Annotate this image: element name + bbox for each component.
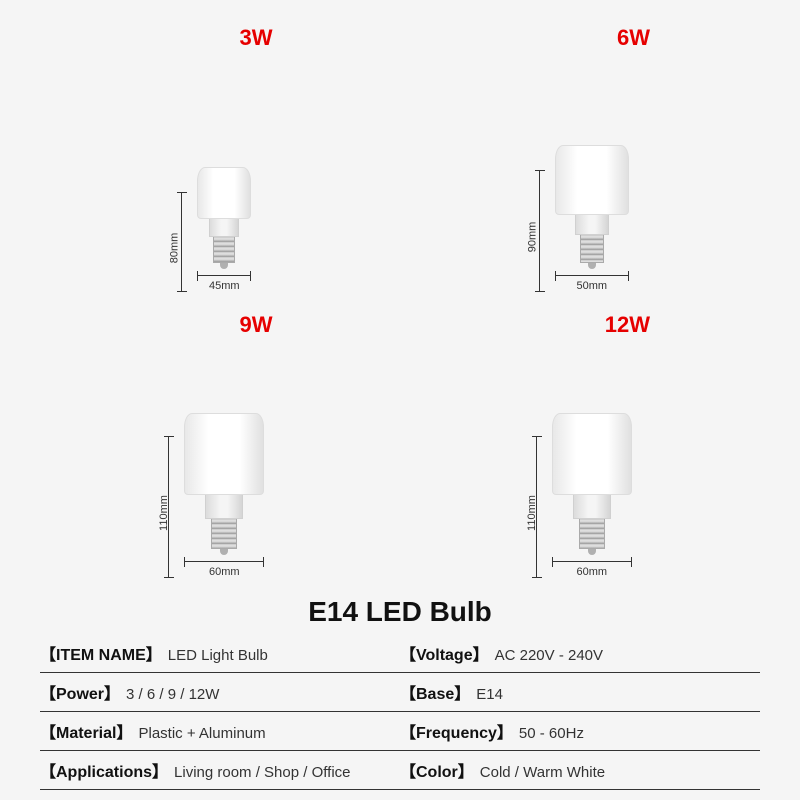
spec-key: 【Power】 <box>40 680 120 704</box>
width-label: 60mm <box>209 566 240 578</box>
spec-key: 【Color】 <box>400 758 474 782</box>
height-label: 110mm <box>526 495 538 531</box>
bulb-column: 60mm <box>184 413 264 578</box>
spec-value: Cold / Warm White <box>480 764 605 781</box>
spec-key: 【Voltage】 <box>400 641 489 665</box>
bulb-icon <box>555 145 629 269</box>
bulb-with-dims: 80mm 45mm <box>181 167 251 292</box>
spec-value: AC 220V - 240V <box>495 647 603 664</box>
bulb-column: 50mm <box>555 145 629 292</box>
spec-row: 【Power】 3 / 6 / 9 / 12W 【Base】 E14 <box>40 673 760 712</box>
bulb-column: 45mm <box>197 167 251 292</box>
spec-col-left: 【Power】 3 / 6 / 9 / 12W <box>40 680 400 704</box>
bulb-cell: 12W 110mm 60mm <box>408 307 761 579</box>
width-label: 50mm <box>576 280 607 292</box>
width-dimension: 50mm <box>555 275 629 292</box>
spec-key: 【Material】 <box>40 719 132 743</box>
spec-col-right: 【Color】 Cold / Warm White <box>400 758 760 782</box>
height-label: 110mm <box>158 495 170 531</box>
spec-row: 【ITEM NAME】 LED Light Bulb 【Voltage】 AC 220… <box>40 634 760 673</box>
bulb-column: 60mm <box>552 413 632 578</box>
width-label: 60mm <box>576 566 607 578</box>
wattage-label: 3W <box>240 25 273 51</box>
spec-row: 【Applications】 Living room / Shop / Offic… <box>40 751 760 790</box>
spec-row: 【Material】 Plastic + Aluminum 【Frequency】 5… <box>40 712 760 751</box>
bulb-cell: 9W 110mm 60mm <box>40 307 393 579</box>
bulb-icon <box>184 413 264 555</box>
height-label: 80mm <box>169 232 181 263</box>
bulb-with-dims: 110mm 60mm <box>168 413 264 578</box>
spec-key: 【Frequency】 <box>400 719 513 743</box>
spec-col-left: 【Material】 Plastic + Aluminum <box>40 719 400 743</box>
spec-col-left: 【ITEM NAME】 LED Light Bulb <box>40 641 400 665</box>
width-dimension: 60mm <box>552 561 632 578</box>
bulb-with-dims: 110mm 60mm <box>536 413 632 578</box>
spec-value: Living room / Shop / Office <box>174 764 350 781</box>
bulb-icon <box>197 167 251 269</box>
width-label: 45mm <box>209 280 240 292</box>
width-dimension: 45mm <box>197 275 251 292</box>
spec-value: Plastic + Aluminum <box>138 725 265 742</box>
spec-col-left: 【Applications】 Living room / Shop / Offic… <box>40 758 400 782</box>
height-dimension: 80mm <box>181 192 182 292</box>
bulbs-grid: 3W 80mm 45mm 6W 90mm 50mm 9W 110mm 60mm 12W 110mm 6… <box>0 0 800 588</box>
spec-col-right: 【Base】 E14 <box>400 680 760 704</box>
spec-value: E14 <box>476 686 503 703</box>
spec-key: 【Applications】 <box>40 758 168 782</box>
spec-key: 【Base】 <box>400 680 470 704</box>
spec-col-right: 【Frequency】 50 - 60Hz <box>400 719 760 743</box>
wattage-label: 6W <box>617 25 650 51</box>
wattage-label: 9W <box>240 312 273 338</box>
bulb-cell: 6W 90mm 50mm <box>408 20 761 292</box>
height-dimension: 90mm <box>539 170 540 292</box>
width-dimension: 60mm <box>184 561 264 578</box>
specs-table: 【ITEM NAME】 LED Light Bulb 【Voltage】 AC 220… <box>0 634 800 800</box>
bulb-icon <box>552 413 632 555</box>
spec-col-right: 【Voltage】 AC 220V - 240V <box>400 641 760 665</box>
product-title: E14 LED Bulb <box>0 588 800 634</box>
height-dimension: 110mm <box>536 436 537 578</box>
wattage-label: 12W <box>605 312 650 338</box>
height-dimension: 110mm <box>168 436 169 578</box>
spec-value: LED Light Bulb <box>168 647 268 664</box>
bulb-with-dims: 90mm 50mm <box>539 145 629 292</box>
spec-value: 50 - 60Hz <box>519 725 584 742</box>
spec-key: 【ITEM NAME】 <box>40 641 162 665</box>
spec-value: 3 / 6 / 9 / 12W <box>126 686 219 703</box>
product-spec-sheet: 3W 80mm 45mm 6W 90mm 50mm 9W 110mm 60mm 12W 110mm 6… <box>0 0 800 800</box>
bulb-cell: 3W 80mm 45mm <box>40 20 393 292</box>
height-label: 90mm <box>526 221 538 252</box>
